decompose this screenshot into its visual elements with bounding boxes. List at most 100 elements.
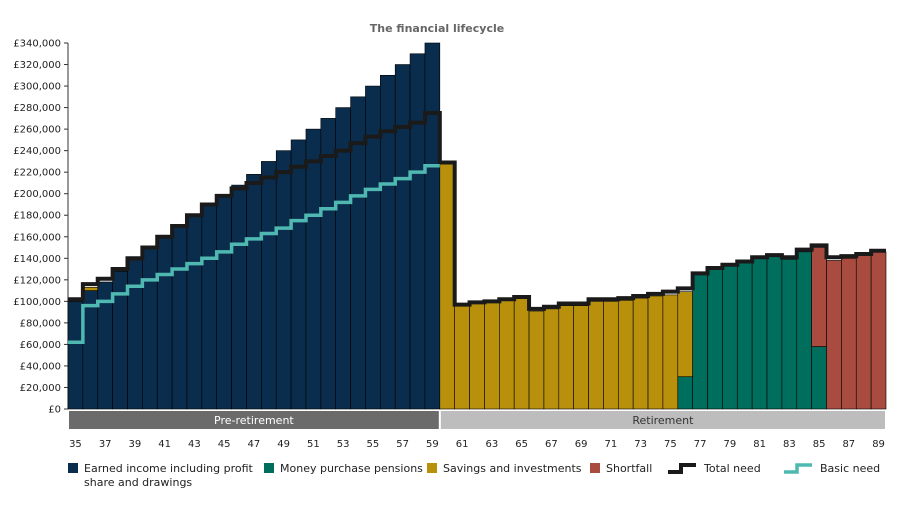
bar-savings-age-62	[469, 303, 485, 410]
x-tick-label: 61	[456, 439, 469, 450]
bar-savings-age-65	[513, 297, 530, 410]
y-tick-label: £340,000	[13, 39, 61, 50]
bar-earned-age-38	[112, 270, 128, 410]
bar-savings-age-68	[558, 305, 574, 410]
bar-earned-age-40	[142, 247, 158, 410]
y-tick-label: £0	[48, 405, 61, 416]
bar-money_purchase-age-83	[781, 259, 798, 410]
x-tick-label: 53	[337, 439, 350, 450]
x-tick-label: 67	[545, 439, 558, 450]
x-tick-label: 55	[367, 439, 380, 450]
x-tick-label: 63	[486, 439, 499, 450]
legend-label-savings: Savings and investments	[443, 462, 582, 475]
bars-layer	[67, 42, 887, 410]
bar-earned-age-47	[246, 174, 262, 410]
bar-money_purchase-age-78	[707, 268, 723, 410]
legend-swatch-savings	[427, 463, 437, 473]
y-tick-label: £60,000	[20, 340, 61, 351]
bar-money_purchase-age-76	[677, 376, 693, 410]
y-tick-label: £20,000	[20, 383, 61, 394]
x-tick-label: 81	[753, 439, 766, 450]
y-tick-label: £280,000	[13, 103, 61, 114]
bar-earned-age-53	[335, 107, 351, 410]
bar-money_purchase-age-84	[796, 251, 812, 410]
bar-money_purchase-age-82	[766, 255, 783, 410]
total-need-line	[68, 110, 886, 311]
y-tick-label: £140,000	[13, 254, 61, 265]
x-tick-label: 71	[604, 439, 617, 450]
bar-earned-age-45	[216, 195, 232, 410]
bar-earned-age-35	[67, 301, 84, 410]
bar-savings-age-61	[454, 305, 470, 410]
bar-savings-age-63	[484, 302, 500, 410]
legend-line-total_need	[668, 463, 696, 474]
bar-earned-age-36	[82, 290, 99, 410]
bar-shortfall-age-88	[855, 254, 872, 410]
y-tick-label: £200,000	[13, 189, 61, 200]
chart-title: The financial lifecycle	[370, 22, 504, 35]
y-tick-label: £300,000	[13, 82, 61, 93]
bar-money_purchase-age-77	[692, 274, 708, 410]
bar-savings-age-76	[677, 291, 693, 378]
bar-savings-age-75	[662, 294, 679, 410]
x-tick-label: 59	[426, 439, 439, 450]
phase-band-pre-retirement	[69, 411, 439, 429]
legend-label-earned: share and drawings	[84, 476, 192, 489]
y-tick-label: £240,000	[13, 146, 61, 157]
y-tick-label: £220,000	[13, 168, 61, 179]
x-tick-label: 73	[634, 439, 647, 450]
bar-savings-age-69	[573, 305, 589, 410]
x-tick-label: 79	[723, 439, 736, 450]
legend-label-money_purchase: Money purchase pensions	[280, 462, 423, 475]
bar-money_purchase-age-80	[736, 262, 753, 410]
bar-savings-age-71	[603, 301, 619, 410]
phase-band-retirement	[440, 411, 885, 429]
bar-earned-age-51	[305, 128, 322, 410]
legend-swatch-earned	[68, 463, 78, 473]
bar-earned-age-42	[171, 225, 188, 410]
x-tick-label: 47	[248, 439, 261, 450]
bar-earned-age-43	[186, 214, 203, 410]
x-tick-label: 41	[158, 439, 171, 450]
bar-earned-age-49	[275, 150, 292, 410]
x-tick-label: 77	[694, 439, 707, 450]
x-tick-label: 51	[307, 439, 320, 450]
bar-earned-age-58	[409, 53, 426, 410]
y-tick-label: £100,000	[13, 297, 61, 308]
legend-label-earned: Earned income including profit	[84, 462, 254, 475]
legend-label-total_need: Total need	[703, 462, 761, 475]
x-tick-label: 83	[783, 439, 796, 450]
x-axis: 35 37 39 41 43 45 47 49 51 53 55 57 59 61 63 65 67 69 71 73…	[69, 439, 885, 450]
bar-savings-age-66	[528, 310, 545, 410]
x-tick-label: 85	[813, 439, 826, 450]
bar-savings-age-74	[647, 295, 664, 410]
legend-swatch-shortfall	[590, 463, 600, 473]
y-tick-label: £320,000	[13, 60, 61, 71]
x-tick-label: 39	[129, 439, 142, 450]
x-tick-label: 37	[99, 439, 112, 450]
bar-savings-age-36	[82, 287, 99, 291]
legend-label-shortfall: Shortfall	[606, 462, 652, 475]
bar-earned-age-52	[320, 118, 337, 410]
y-tick-label: £120,000	[13, 275, 61, 286]
x-tick-label: 65	[515, 439, 528, 450]
y-tick-label: £260,000	[13, 125, 61, 136]
x-tick-label: 35	[69, 439, 82, 450]
x-tick-label: 89	[872, 439, 885, 450]
bar-savings-age-64	[499, 299, 515, 410]
bar-money_purchase-age-79	[722, 265, 738, 410]
bar-savings-age-73	[632, 297, 649, 410]
bar-savings-age-60	[439, 163, 455, 410]
bar-earned-age-44	[201, 204, 218, 410]
bar-shortfall-age-86	[826, 260, 842, 410]
bar-savings-age-67	[543, 308, 560, 410]
bar-earned-age-56	[380, 74, 396, 410]
x-tick-label: 87	[842, 439, 855, 450]
y-tick-label: £180,000	[13, 211, 61, 222]
need-lines-layer	[68, 110, 886, 345]
bar-earned-age-48	[261, 161, 277, 410]
x-tick-label: 69	[575, 439, 588, 450]
y-tick-label: £40,000	[20, 361, 61, 372]
